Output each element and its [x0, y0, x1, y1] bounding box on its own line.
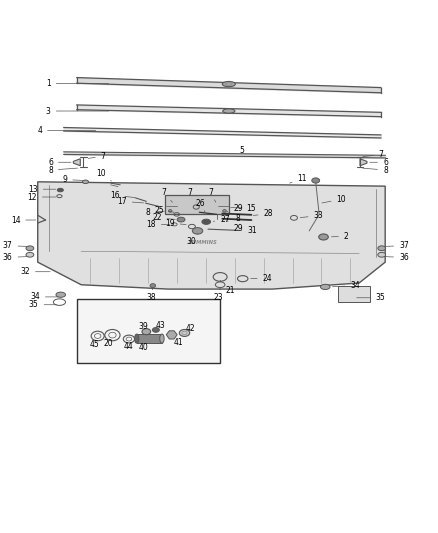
- Ellipse shape: [321, 284, 330, 289]
- Text: 42: 42: [186, 324, 195, 333]
- Text: 31: 31: [236, 226, 257, 235]
- Text: 18: 18: [146, 220, 170, 229]
- Text: 33: 33: [300, 211, 323, 220]
- Polygon shape: [166, 331, 177, 339]
- Text: 41: 41: [174, 337, 184, 346]
- Text: 16: 16: [110, 191, 135, 200]
- Bar: [137, 334, 162, 343]
- Text: 34: 34: [332, 281, 360, 290]
- Text: 37: 37: [3, 241, 27, 250]
- Text: 43: 43: [155, 321, 165, 330]
- Text: 7: 7: [187, 188, 196, 202]
- Text: 38: 38: [147, 288, 156, 302]
- Text: 10: 10: [96, 169, 111, 181]
- Text: 21: 21: [220, 280, 235, 295]
- Text: 13: 13: [28, 185, 56, 193]
- Ellipse shape: [312, 178, 320, 183]
- Ellipse shape: [223, 209, 226, 212]
- Text: 8: 8: [363, 166, 388, 175]
- Text: 15: 15: [231, 204, 256, 213]
- Ellipse shape: [223, 109, 235, 113]
- Text: 19: 19: [165, 219, 186, 228]
- Text: 29: 29: [226, 204, 243, 213]
- Text: 29: 29: [226, 221, 243, 232]
- Polygon shape: [38, 182, 385, 289]
- Text: 14: 14: [11, 215, 36, 224]
- Text: 35: 35: [29, 300, 57, 309]
- Text: 26: 26: [196, 199, 205, 212]
- Polygon shape: [73, 159, 80, 166]
- Text: 2: 2: [332, 232, 349, 240]
- Text: 8: 8: [229, 213, 240, 222]
- Text: 40: 40: [138, 343, 148, 352]
- Text: 23: 23: [214, 288, 223, 302]
- Text: 10: 10: [322, 195, 346, 204]
- Text: 17: 17: [117, 197, 144, 206]
- Ellipse shape: [169, 209, 172, 212]
- Ellipse shape: [319, 234, 328, 240]
- Text: 4: 4: [37, 126, 96, 135]
- Ellipse shape: [26, 246, 34, 251]
- Polygon shape: [360, 159, 367, 166]
- Text: 45: 45: [89, 340, 99, 349]
- Text: 30: 30: [186, 234, 198, 246]
- Text: 36: 36: [385, 253, 409, 262]
- Ellipse shape: [378, 253, 385, 257]
- Ellipse shape: [82, 180, 88, 183]
- Text: 39: 39: [138, 322, 148, 331]
- Text: 8: 8: [48, 166, 78, 175]
- Text: 9: 9: [62, 175, 83, 184]
- Text: 12: 12: [27, 192, 56, 201]
- Text: 6: 6: [370, 158, 388, 167]
- Text: 3: 3: [46, 107, 109, 116]
- Text: 36: 36: [3, 253, 27, 262]
- Text: 1: 1: [46, 79, 109, 88]
- Text: CUMMINS: CUMMINS: [188, 240, 217, 245]
- Ellipse shape: [202, 219, 211, 224]
- Ellipse shape: [142, 329, 151, 335]
- Ellipse shape: [378, 246, 385, 251]
- Text: 20: 20: [103, 339, 113, 348]
- Bar: [77, 298, 220, 363]
- Ellipse shape: [160, 334, 164, 343]
- Ellipse shape: [56, 292, 66, 297]
- Ellipse shape: [150, 284, 155, 288]
- Ellipse shape: [177, 217, 185, 222]
- Text: 37: 37: [385, 241, 409, 250]
- Text: 44: 44: [123, 342, 133, 351]
- Text: 35: 35: [357, 293, 385, 302]
- Ellipse shape: [223, 82, 235, 87]
- Text: 6: 6: [48, 158, 71, 167]
- Text: 5: 5: [240, 147, 244, 156]
- Ellipse shape: [152, 327, 159, 332]
- Text: 34: 34: [30, 293, 58, 301]
- Text: 7: 7: [161, 188, 173, 202]
- Text: 7: 7: [363, 150, 384, 159]
- Text: 22: 22: [152, 213, 175, 222]
- Text: 11: 11: [290, 174, 307, 183]
- Ellipse shape: [57, 188, 64, 192]
- Ellipse shape: [134, 334, 139, 343]
- FancyBboxPatch shape: [166, 195, 229, 214]
- Ellipse shape: [192, 228, 203, 234]
- Text: 25: 25: [154, 206, 174, 215]
- Text: 32: 32: [20, 267, 50, 276]
- Text: 7: 7: [208, 188, 216, 202]
- Ellipse shape: [179, 329, 190, 336]
- Bar: [338, 286, 370, 302]
- Text: 8: 8: [146, 208, 164, 217]
- Text: 24: 24: [251, 274, 272, 282]
- Text: 27: 27: [213, 215, 230, 224]
- Text: 7: 7: [88, 152, 106, 160]
- Text: 28: 28: [253, 209, 273, 219]
- Ellipse shape: [26, 253, 34, 257]
